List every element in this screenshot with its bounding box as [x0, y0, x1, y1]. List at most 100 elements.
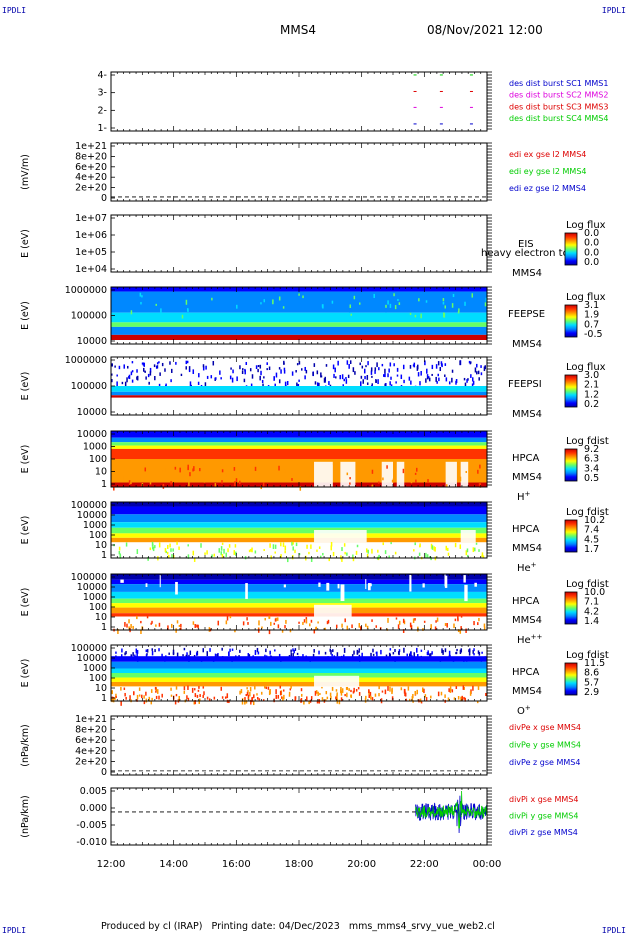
spectrogram-pixel — [136, 369, 138, 373]
spectrogram-pixel — [480, 372, 483, 376]
spectrogram-pixel — [288, 691, 291, 695]
y-tick-label: 100000 — [71, 311, 107, 322]
spectrogram-pixel — [318, 546, 321, 549]
spectrogram-pixel — [161, 693, 163, 698]
spectrogram-pixel — [154, 686, 157, 690]
spectrogram-pixel — [364, 698, 367, 703]
spectrogram-pixel — [322, 552, 324, 556]
spectrogram-pixel — [466, 379, 468, 383]
spectrogram-pixel — [346, 360, 349, 365]
spectrogram-pixel — [124, 652, 126, 656]
spectrogram-pixel — [385, 304, 387, 308]
y-tick-label: 10000 — [77, 336, 107, 347]
instrument-label: HPCA — [512, 524, 540, 535]
spectrogram-pixel — [356, 651, 359, 655]
spectrogram-pixel — [343, 654, 345, 658]
spectrogram-pixel — [484, 302, 487, 307]
spectrogram-pixel — [459, 360, 461, 366]
spectrogram-pixel — [213, 696, 216, 700]
spectrogram-pixel — [113, 486, 115, 491]
spectrogram-pixel — [254, 550, 257, 554]
spectrogram-pixel — [403, 379, 405, 384]
spectrogram-pixel — [461, 695, 463, 701]
spectrogram-pixel — [248, 549, 251, 553]
spectrogram-pixel — [160, 308, 162, 314]
legend-entry: edi ez gse l2 MMS4 — [509, 184, 586, 193]
spectrogram-pixel — [381, 363, 384, 367]
spectrogram-pixel — [149, 547, 152, 551]
spectrogram-pixel — [460, 615, 463, 618]
spectrogram-pixel — [392, 652, 395, 655]
spectrogram-pixel — [295, 542, 298, 547]
spectrogram-pixel — [294, 648, 297, 651]
spectrogram-pixel — [273, 376, 275, 381]
spectrogram-pixel — [358, 648, 361, 651]
spectrogram-pixel — [445, 377, 448, 382]
spectrogram-pixel — [236, 376, 238, 382]
spectrogram-pixel — [387, 300, 389, 305]
spectrogram-pixel — [188, 369, 191, 373]
spectrogram-pixel — [151, 620, 153, 624]
spectrogram-pixel — [217, 652, 219, 657]
spectrogram-pixel — [246, 692, 249, 696]
spectrogram-pixel — [266, 368, 268, 371]
panel-frame — [110, 214, 488, 273]
y-tick-label: 1 — [101, 622, 107, 633]
spectrogram-pixel — [439, 366, 442, 372]
spectrogram-pixel — [325, 690, 328, 695]
spectrogram-pixel — [467, 554, 469, 558]
spectrogram-pixel — [239, 649, 241, 653]
spectrogram-pixel — [338, 699, 341, 705]
spectrogram-pixel — [376, 362, 378, 368]
spectrogram-pixel — [316, 549, 318, 552]
spectrogram-pixel — [389, 686, 391, 692]
spectrogram-pixel — [247, 690, 249, 693]
spectrogram-pixel — [344, 551, 346, 555]
spectrogram-pixel — [298, 293, 300, 296]
legend-entry: divPi y gse MMS4 — [509, 812, 578, 821]
spectrogram-band — [111, 514, 487, 523]
y-tick-label: 8e+20 — [75, 725, 107, 736]
spectrogram-pixel — [301, 368, 303, 371]
spectrogram-pixel — [371, 619, 373, 622]
spectrogram-pixel — [443, 312, 445, 318]
spectrogram-pixel — [481, 552, 484, 557]
spectrogram-pixel — [451, 689, 454, 693]
spectrogram-pixel — [211, 297, 213, 301]
spectrogram-pixel — [242, 621, 245, 626]
y-tick-label: 100 — [89, 673, 107, 684]
spectrogram-pixel — [247, 622, 249, 625]
colorbar-tick-label: -0.5 — [584, 329, 603, 340]
spectrogram-pixel — [202, 364, 205, 368]
spectrogram-pixel — [430, 695, 432, 699]
spectrogram-pixel — [226, 693, 229, 699]
legend-entry: des dist burst SC4 MMS4 — [509, 114, 608, 123]
spectrogram-pixel — [121, 648, 123, 653]
colorbar-tick-label: 7.4 — [584, 525, 599, 536]
spectrogram-pixel — [275, 694, 278, 699]
spectrogram-pixel — [343, 378, 346, 382]
x-tick-label: 14:00 — [159, 859, 188, 870]
spectrogram-pixel — [469, 648, 471, 653]
spectrogram-pixel — [359, 626, 362, 631]
spectrogram-pixel — [420, 370, 422, 376]
spectrogram-pixel — [191, 687, 194, 693]
spectrogram-pixel — [257, 365, 260, 368]
spectrogram-pixel — [286, 557, 289, 563]
spectrogram-pixel — [374, 370, 376, 374]
y-tick-label: 2- — [98, 105, 107, 116]
spectrogram-pixel — [189, 650, 192, 655]
spectrogram-pixel — [330, 545, 333, 551]
spectrogram-pixel — [218, 548, 221, 553]
spectrogram-pixel — [274, 618, 277, 622]
spectrogram-pixel — [472, 685, 474, 691]
spectrogram-pixel — [381, 690, 384, 693]
spectrogram-pixel — [430, 556, 432, 561]
spectrogram-pixel — [112, 697, 115, 703]
spectrogram-pixel — [371, 375, 373, 378]
spectrogram-pixel — [444, 694, 446, 698]
spectrogram-pixel — [411, 696, 414, 701]
spectrogram-pixel — [178, 695, 181, 701]
